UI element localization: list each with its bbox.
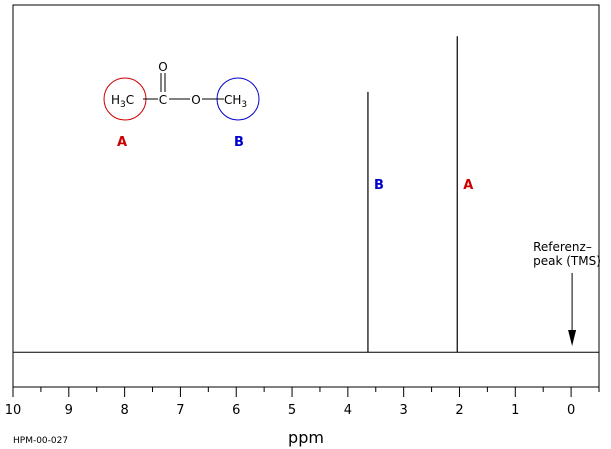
atom-c: C [159,93,167,107]
x-tick-label: 7 [176,403,184,418]
peak-label: A [463,178,473,193]
plot-frame [12,4,600,388]
x-tick-label: 6 [232,403,240,418]
x-tick-label: 2 [455,403,463,418]
peak-label: B [374,178,384,193]
x-tick-label: 8 [120,403,128,418]
x-axis-label: ppm [288,428,324,447]
x-tick-label: 4 [344,403,352,418]
x-tick-label: 9 [65,403,73,418]
group-label: A [117,135,127,150]
x-tick-label: 1 [511,403,519,418]
atom-o: O [158,60,167,74]
annotation-text: Referenz– [533,240,592,254]
spectrum-code: HPM-00-027 [13,436,68,446]
atom-o: O [191,93,200,107]
x-tick-label: 10 [5,403,22,418]
x-tick-label: 3 [400,403,408,418]
annotation-text: peak (TMS) [533,254,601,268]
x-tick-label: 5 [288,403,296,418]
annotation-arrowhead [568,330,577,346]
x-tick-label: 0 [567,403,575,418]
atom-ch3: CH3 [224,93,247,110]
molecule: H3C C O O CH3 A B [103,60,260,150]
group-label: B [234,135,244,150]
atom-h3c: H3C [111,93,134,110]
